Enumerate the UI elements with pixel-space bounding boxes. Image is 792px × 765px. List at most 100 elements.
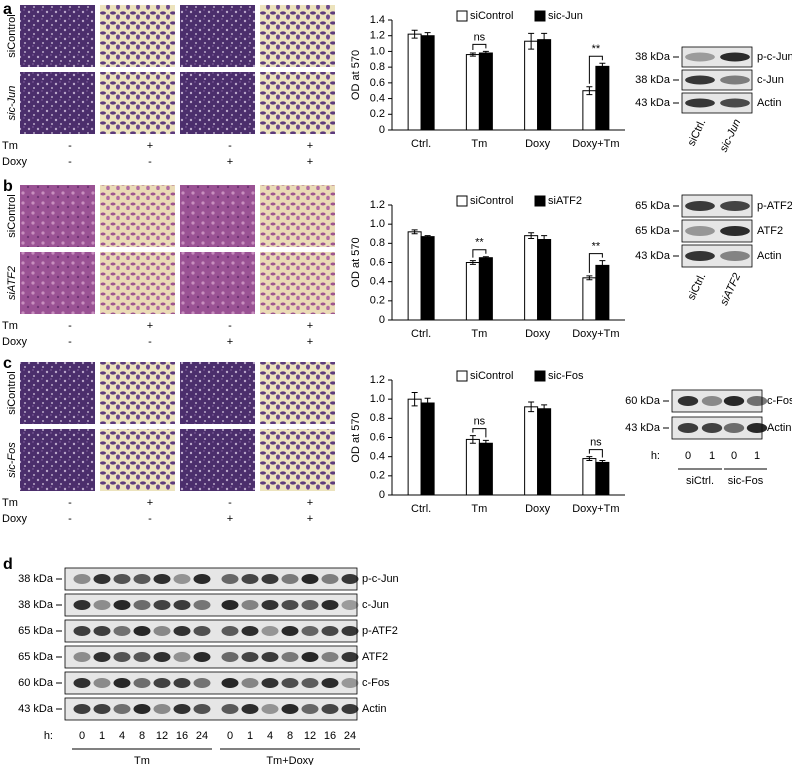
- blot-band: [281, 600, 299, 610]
- y-tick-label: 0.2: [370, 295, 385, 307]
- blot-band: [685, 52, 715, 62]
- blot-band: [221, 600, 239, 610]
- band-size: 43 kDa: [625, 422, 661, 434]
- blot-band: [241, 626, 259, 636]
- blot-band: [261, 600, 279, 610]
- band-protein: Actin: [767, 422, 791, 434]
- panel-label: d: [3, 556, 13, 573]
- time-value: 8: [287, 730, 293, 742]
- band-protein: c-Jun: [362, 599, 389, 611]
- band-protein: ATF2: [757, 225, 783, 237]
- blot-strip: [681, 194, 753, 218]
- treatment-sign: -: [228, 140, 232, 152]
- blot-band: [685, 251, 715, 261]
- blot-strip: [681, 69, 753, 91]
- row-label: siControl: [6, 371, 18, 414]
- error-bar: [424, 235, 431, 239]
- panel-label: c: [3, 355, 12, 372]
- micrograph: [100, 185, 175, 247]
- blot-band: [746, 396, 768, 406]
- significance-bracket: [472, 249, 487, 258]
- significance-bracket: [588, 55, 603, 84]
- time-value: 8: [139, 730, 145, 742]
- treatment-sign: -: [228, 497, 232, 509]
- x-tick-label: Tm: [471, 138, 487, 150]
- treatment-sign: -: [68, 336, 72, 348]
- blot-band: [301, 626, 319, 636]
- blot-band: [720, 251, 750, 261]
- blot-band: [685, 226, 715, 236]
- blot-band: [723, 423, 745, 433]
- bar: [595, 461, 610, 496]
- bar: [582, 90, 597, 131]
- bar: [537, 239, 552, 321]
- bar: [407, 33, 422, 131]
- treatment-sign: +: [147, 140, 153, 152]
- x-tick-label: Doxy: [525, 138, 551, 150]
- micrograph: [260, 362, 335, 424]
- x-tick-label: Tm: [471, 503, 487, 515]
- time-value: 4: [119, 730, 125, 742]
- treatment-sign: -: [148, 336, 152, 348]
- blot-band: [93, 600, 111, 610]
- blot-band: [321, 600, 339, 610]
- x-tick-label: Doxy: [525, 503, 551, 515]
- blot-band: [93, 678, 111, 688]
- row-label: siATF2: [6, 266, 18, 300]
- blot-band: [241, 574, 259, 584]
- bar: [478, 52, 493, 131]
- micrograph: [100, 5, 175, 67]
- blot-band: [281, 626, 299, 636]
- blot-band: [746, 423, 768, 433]
- treatment-sign: +: [227, 513, 233, 525]
- blot-band: [193, 626, 211, 636]
- error-bar: [469, 52, 476, 57]
- error-bar: [528, 401, 535, 413]
- error-bar: [541, 404, 548, 414]
- band-size: 65 kDa: [635, 225, 671, 237]
- blot-band: [720, 75, 750, 85]
- bar: [595, 264, 610, 321]
- blot-band: [281, 574, 299, 584]
- time-value: 16: [176, 730, 188, 742]
- treatment-label: Tm: [2, 140, 18, 152]
- blot-band: [221, 652, 239, 662]
- y-tick-label: 0.4: [370, 92, 385, 104]
- time-value: 0: [731, 450, 737, 462]
- y-tick-label: 1.4: [370, 14, 385, 26]
- group-label: sic-Fos: [728, 475, 764, 487]
- treatment-sign: -: [228, 320, 232, 332]
- blot-band: [221, 704, 239, 714]
- blot-band: [261, 678, 279, 688]
- blot-strip: [681, 219, 753, 243]
- blot-band: [241, 678, 259, 688]
- band-protein: c-Fos: [767, 395, 792, 407]
- blot-band: [321, 678, 339, 688]
- bar: [582, 458, 597, 496]
- micrograph: [260, 429, 335, 491]
- blot-strip: [64, 593, 358, 617]
- band-size: 43 kDa: [18, 703, 54, 715]
- band-size: 38 kDa: [635, 74, 671, 86]
- y-axis-label: OD at 570: [350, 412, 362, 462]
- bar: [524, 406, 539, 496]
- band-size: 60 kDa: [18, 677, 54, 689]
- x-tick-label: Tm: [471, 328, 487, 340]
- legend-swatch: [534, 370, 546, 382]
- panel-label: b: [3, 178, 13, 195]
- blot-strip: [681, 46, 753, 68]
- significance-label: **: [592, 43, 601, 55]
- blot-band: [321, 574, 339, 584]
- error-bar: [424, 397, 431, 409]
- blot-band: [281, 652, 299, 662]
- micrograph: [100, 362, 175, 424]
- lane-label: siATF2: [718, 271, 743, 307]
- blot-band: [685, 201, 715, 211]
- y-tick-label: 0.4: [370, 451, 385, 463]
- blot-strip: [64, 671, 358, 695]
- error-bar: [482, 439, 489, 447]
- micrograph: [20, 72, 95, 134]
- blot-band: [341, 626, 359, 636]
- bar: [465, 262, 480, 321]
- error-bar: [541, 32, 548, 47]
